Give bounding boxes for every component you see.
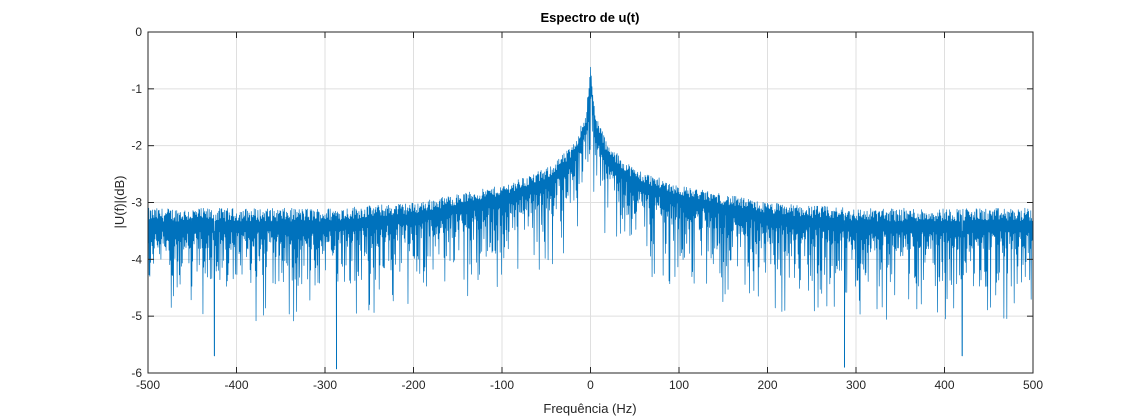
y-tick-label: -4 xyxy=(131,252,142,266)
x-tick-label: -300 xyxy=(313,378,337,392)
x-tick-label: 500 xyxy=(1023,378,1043,392)
x-axis-label: Frequência (Hz) xyxy=(543,401,636,416)
y-tick-label: -3 xyxy=(131,196,142,210)
x-tick-label: 400 xyxy=(934,378,954,392)
y-tick-label: -1 xyxy=(131,82,142,96)
tick-marks xyxy=(147,31,1034,374)
x-tick-label: 100 xyxy=(669,378,689,392)
x-tick-label: -200 xyxy=(401,378,425,392)
y-tick-labels: 0 -1 -2 -3 -4 -5 -6 xyxy=(131,25,142,380)
y-tick-label: -6 xyxy=(131,366,142,380)
x-tick-label: 300 xyxy=(846,378,866,392)
y-tick-label: -5 xyxy=(131,309,142,323)
x-tick-labels: -500 -400 -300 -200 -100 0 100 200 300 400 500 xyxy=(136,378,1043,392)
x-tick-label: -400 xyxy=(224,378,248,392)
chart-title: Espectro de u(t) xyxy=(541,10,640,25)
spectrum-series xyxy=(147,66,1034,370)
y-tick-label: 0 xyxy=(135,25,142,39)
x-tick-label: -100 xyxy=(490,378,514,392)
x-tick-label: 0 xyxy=(587,378,594,392)
y-tick-label: -2 xyxy=(131,139,142,153)
x-tick-label: -500 xyxy=(136,378,160,392)
spectrum-line xyxy=(147,66,1034,370)
x-tick-label: 200 xyxy=(757,378,777,392)
y-axis-label: |U(f)|(dB) xyxy=(112,176,127,229)
